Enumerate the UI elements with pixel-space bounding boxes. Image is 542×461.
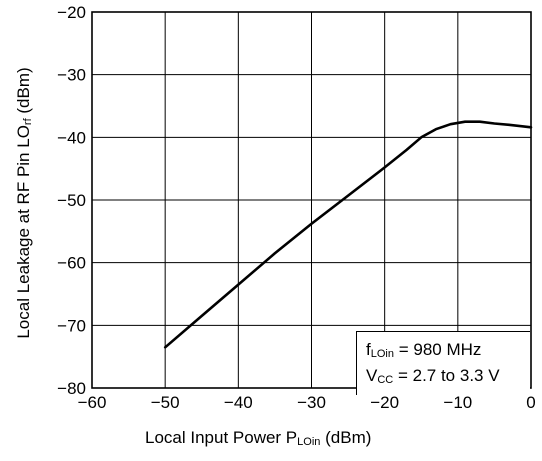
x-tick-label: −60 [78, 393, 107, 412]
plot-frame [91, 11, 532, 389]
y-tick-label: −80 [57, 379, 86, 398]
x-tick-label: 0 [526, 393, 535, 412]
series-line [163, 120, 533, 349]
y-tick-label: −40 [57, 128, 86, 147]
y-tick-label: −30 [57, 66, 86, 85]
x-tick-label: −20 [370, 393, 399, 412]
x-axis-label: Local Input Power PLOin (dBm) [145, 428, 372, 448]
y-tick-label: −50 [57, 191, 86, 210]
x-tick-label: −10 [443, 393, 472, 412]
y-tick-label: −70 [57, 316, 86, 335]
y-axis-label: Local Leakage at RF Pin LOrf (dBm) [14, 67, 34, 339]
grid [92, 12, 531, 388]
x-tick-label: −50 [151, 393, 180, 412]
x-tick-label: −30 [297, 393, 326, 412]
conditions-annotation: fLOin = 980 MHz VCC = 2.7 to 3.3 V [356, 331, 530, 395]
y-tick-label: −60 [57, 254, 86, 273]
y-tick-label: −20 [57, 3, 86, 22]
tick-labels: −60 −50 −40 −30 −20 −10 0 −80 −70 −60 −50 −40 −30 −20 [57, 3, 536, 412]
annotation-voltage: VCC = 2.7 to 3.3 V [366, 366, 500, 386]
annotation-frequency: fLOin = 980 MHz [366, 340, 482, 360]
x-tick-label: −40 [224, 393, 253, 412]
